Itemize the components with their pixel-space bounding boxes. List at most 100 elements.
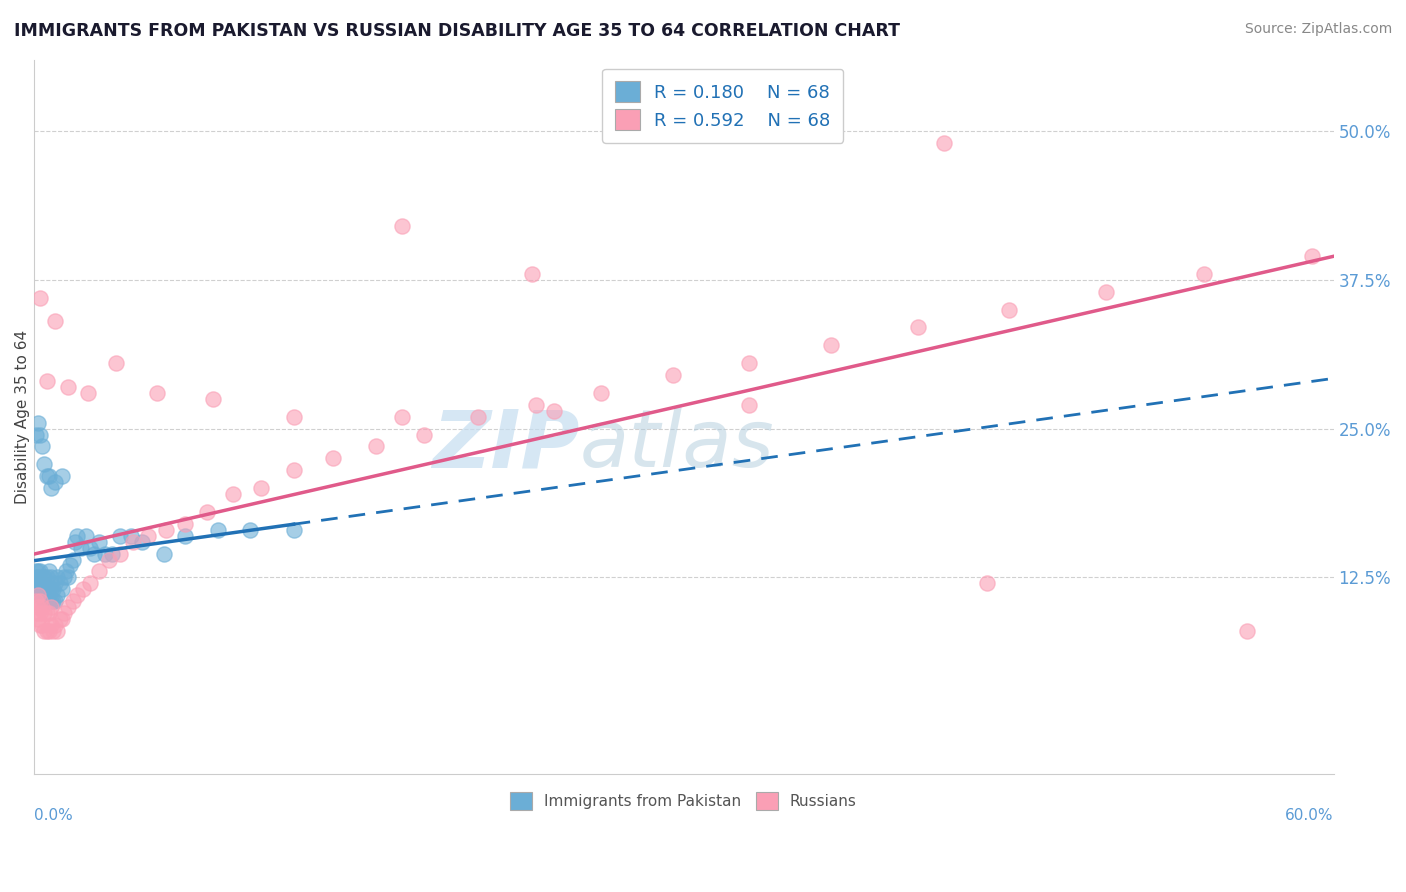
Point	[83, 547, 105, 561]
Text: Source: ZipAtlas.com: Source: ZipAtlas.com	[1244, 22, 1392, 37]
Point	[52, 606, 75, 620]
Point	[31, 600, 53, 615]
Point	[34, 458, 56, 472]
Y-axis label: Disability Age 35 to 64: Disability Age 35 to 64	[15, 330, 30, 504]
Point	[24, 576, 46, 591]
Point	[195, 505, 218, 519]
Point	[239, 523, 262, 537]
Point	[661, 368, 683, 382]
Point	[24, 594, 46, 608]
Point	[283, 523, 305, 537]
Point	[38, 594, 60, 608]
Point	[30, 565, 52, 579]
Point	[1236, 624, 1258, 638]
Point	[35, 594, 58, 608]
Point	[62, 552, 84, 566]
Point	[31, 588, 53, 602]
Point	[44, 594, 66, 608]
Point	[520, 267, 543, 281]
Point	[27, 588, 49, 602]
Point	[46, 570, 69, 584]
Text: IMMIGRANTS FROM PAKISTAN VS RUSSIAN DISABILITY AGE 35 TO 64 CORRELATION CHART: IMMIGRANTS FROM PAKISTAN VS RUSSIAN DISA…	[14, 22, 900, 40]
Point	[79, 541, 101, 555]
Point	[30, 576, 52, 591]
Point	[35, 469, 58, 483]
Point	[222, 487, 245, 501]
Point	[737, 398, 759, 412]
Point	[27, 570, 49, 584]
Point	[34, 570, 56, 584]
Point	[27, 416, 49, 430]
Point	[110, 529, 132, 543]
Point	[27, 565, 49, 579]
Point	[38, 606, 60, 620]
Point	[30, 594, 52, 608]
Point	[131, 534, 153, 549]
Point	[31, 618, 53, 632]
Point	[39, 570, 62, 584]
Point	[38, 624, 60, 638]
Point	[38, 582, 60, 597]
Point	[34, 594, 56, 608]
Point	[104, 356, 127, 370]
Point	[1192, 267, 1215, 281]
Point	[76, 385, 98, 400]
Point	[997, 302, 1019, 317]
Point	[35, 624, 58, 638]
Point	[39, 481, 62, 495]
Legend: Immigrants from Pakistan, Russians: Immigrants from Pakistan, Russians	[505, 786, 863, 816]
Point	[30, 618, 52, 632]
Point	[79, 576, 101, 591]
Point	[24, 427, 46, 442]
Point	[30, 427, 52, 442]
Point	[152, 547, 174, 561]
Point	[39, 600, 62, 615]
Point	[66, 529, 89, 543]
Text: ZIP: ZIP	[432, 406, 579, 484]
Text: atlas: atlas	[579, 406, 775, 484]
Point	[31, 582, 53, 597]
Point	[44, 576, 66, 591]
Point	[322, 451, 344, 466]
Point	[412, 427, 434, 442]
Point	[155, 523, 177, 537]
Point	[31, 570, 53, 584]
Point	[202, 392, 225, 406]
Point	[100, 547, 122, 561]
Point	[24, 570, 46, 584]
Point	[58, 380, 80, 394]
Point	[35, 570, 58, 584]
Point	[39, 594, 62, 608]
Text: 0.0%: 0.0%	[34, 808, 72, 823]
Point	[52, 570, 75, 584]
Point	[138, 529, 160, 543]
Point	[27, 600, 49, 615]
Point	[38, 565, 60, 579]
Point	[34, 582, 56, 597]
Point	[283, 463, 305, 477]
Point	[30, 582, 52, 597]
Point	[24, 606, 46, 620]
Point	[591, 385, 613, 400]
Point	[58, 600, 80, 615]
Point	[51, 582, 73, 597]
Point	[27, 588, 49, 602]
Text: 60.0%: 60.0%	[1285, 808, 1333, 823]
Point	[122, 534, 145, 549]
Point	[44, 618, 66, 632]
Point	[820, 338, 842, 352]
Point	[39, 582, 62, 597]
Point	[34, 624, 56, 638]
Point	[35, 606, 58, 620]
Point	[976, 576, 998, 591]
Point	[46, 624, 69, 638]
Point	[30, 588, 52, 602]
Point	[391, 219, 413, 234]
Point	[524, 398, 547, 412]
Point	[27, 612, 49, 626]
Point	[63, 534, 86, 549]
Point	[66, 588, 89, 602]
Point	[35, 374, 58, 388]
Point	[44, 475, 66, 490]
Point	[467, 409, 489, 424]
